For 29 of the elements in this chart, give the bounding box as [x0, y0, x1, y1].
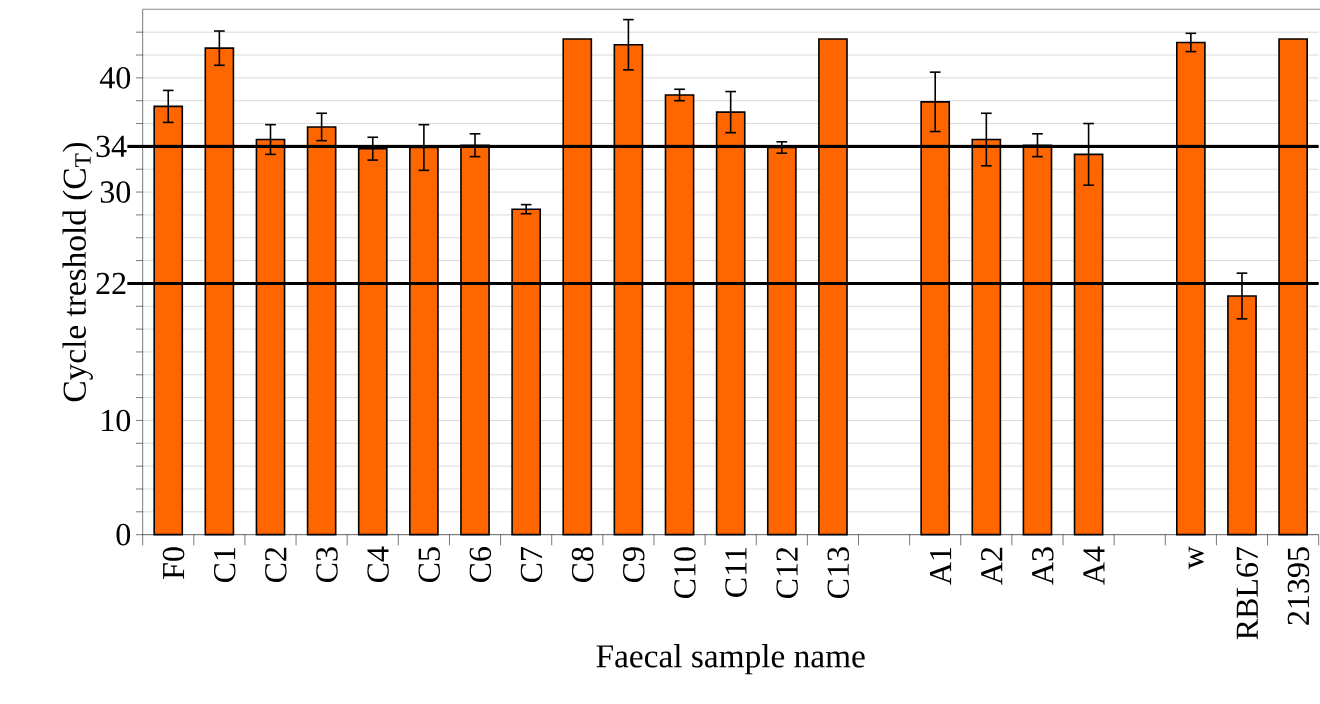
- x-tick-label: C3: [316, 547, 338, 583]
- y-tick-label: 40: [99, 67, 131, 89]
- y-tick-label: 30: [100, 181, 131, 203]
- x-tick-label: C7: [520, 546, 543, 583]
- x-tick-label: A2: [981, 547, 1003, 585]
- x-tick-label: C8: [571, 547, 594, 583]
- x-tick-label: C9: [623, 547, 645, 583]
- x-tick-label: A4: [1083, 546, 1105, 585]
- x-tick-label: C5: [418, 547, 440, 583]
- ref-line-label: 34: [96, 135, 127, 158]
- x-tick-label: 21395: [1287, 547, 1310, 625]
- x-tick-label: A1: [929, 547, 952, 585]
- x-tick-label: C2: [265, 547, 287, 583]
- x-tick-label: F0: [162, 547, 185, 579]
- x-tick-label: C1: [213, 547, 236, 583]
- y-tick-label: 0: [116, 523, 131, 546]
- x-tick-label: RBL67: [1236, 546, 1259, 640]
- y-tick-label: 10: [102, 409, 131, 432]
- x-tick-label: C12: [776, 547, 798, 599]
- x-tick-label: C10: [674, 547, 696, 599]
- ref-line-label: 22: [96, 272, 126, 295]
- x-tick-label: C13: [827, 547, 850, 599]
- y-axis-title: Cycle treshold (C$_{T}$): [62, 142, 93, 402]
- x-tick-label: C6: [469, 547, 492, 583]
- x-tick-label: C11: [725, 547, 747, 597]
- x-axis-title: Faecal sample name: [596, 644, 865, 675]
- x-tick-label: C4: [367, 546, 389, 583]
- x-tick-label: A3: [1032, 547, 1054, 585]
- x-tick-label: w: [1188, 546, 1204, 570]
